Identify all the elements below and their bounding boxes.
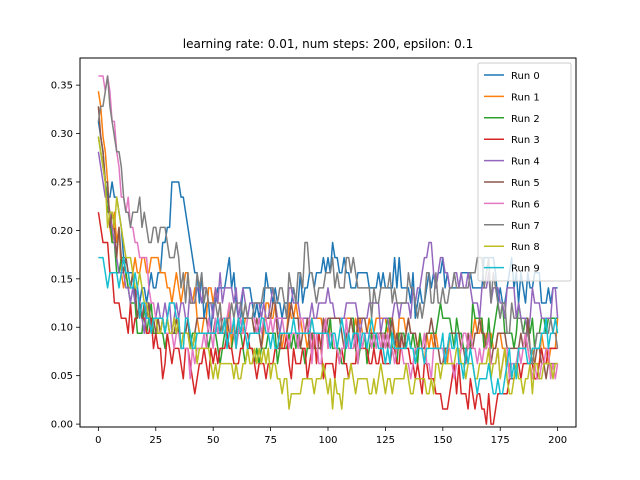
legend-label-8: Run 8 — [511, 242, 540, 253]
plot-frame — [79, 57, 577, 428]
x-tick-label-0: 0 — [95, 435, 101, 446]
y-tick-label-7: 0.35 — [51, 81, 73, 92]
series-line-4 — [97, 151, 559, 335]
y-axis-ticks: 0.00 0.05 0.10 0.15 0.20 0.25 0.30 0.35 — [51, 81, 80, 431]
x-tick-label-4: 100 — [318, 435, 337, 446]
x-tick-label-2: 50 — [207, 435, 220, 446]
x-tick-label-5: 125 — [376, 435, 395, 446]
legend-label-7: Run 7 — [511, 221, 540, 232]
x-tick-label-3: 75 — [264, 435, 277, 446]
y-tick-label-3: 0.15 — [51, 274, 73, 285]
series-line-6 — [98, 75, 559, 380]
x-tick-label-6: 150 — [433, 435, 452, 446]
y-tick-label-6: 0.30 — [51, 129, 73, 140]
legend-label-0: Run 0 — [511, 71, 540, 82]
legend-label-4: Run 4 — [511, 157, 540, 168]
series-line-5 — [97, 106, 558, 380]
legend-label-6: Run 6 — [511, 199, 540, 210]
series-line-3 — [97, 212, 558, 425]
legend-label-9: Run 9 — [511, 264, 540, 275]
series-line-9 — [98, 256, 559, 395]
series-line-8 — [97, 136, 558, 410]
x-axis-ticks: 0 25 50 75 100 125 150 175 200 — [95, 427, 567, 446]
y-tick-label-5: 0.25 — [51, 177, 73, 188]
y-tick-label-1: 0.05 — [51, 371, 73, 382]
x-tick-label-8: 200 — [548, 435, 567, 446]
legend-label-3: Run 3 — [511, 135, 540, 146]
chart-title: learning rate: 0.01, num steps: 200, eps… — [183, 37, 473, 51]
y-tick-label-2: 0.10 — [51, 323, 73, 334]
x-tick-label-7: 175 — [491, 435, 510, 446]
legend-label-2: Run 2 — [511, 114, 540, 125]
legend-label-5: Run 5 — [511, 178, 540, 189]
legend-label-1: Run 1 — [511, 92, 540, 103]
legend: Run 0 Run 1 Run 2 Run 3 Run 4 Run 5 Run 6 Run 7… — [477, 62, 572, 282]
y-tick-label-4: 0.20 — [51, 226, 73, 237]
series-layer — [97, 75, 559, 425]
y-tick-label-0: 0.00 — [51, 420, 73, 431]
series-line-0 — [97, 121, 558, 335]
x-tick-label-1: 25 — [149, 435, 162, 446]
